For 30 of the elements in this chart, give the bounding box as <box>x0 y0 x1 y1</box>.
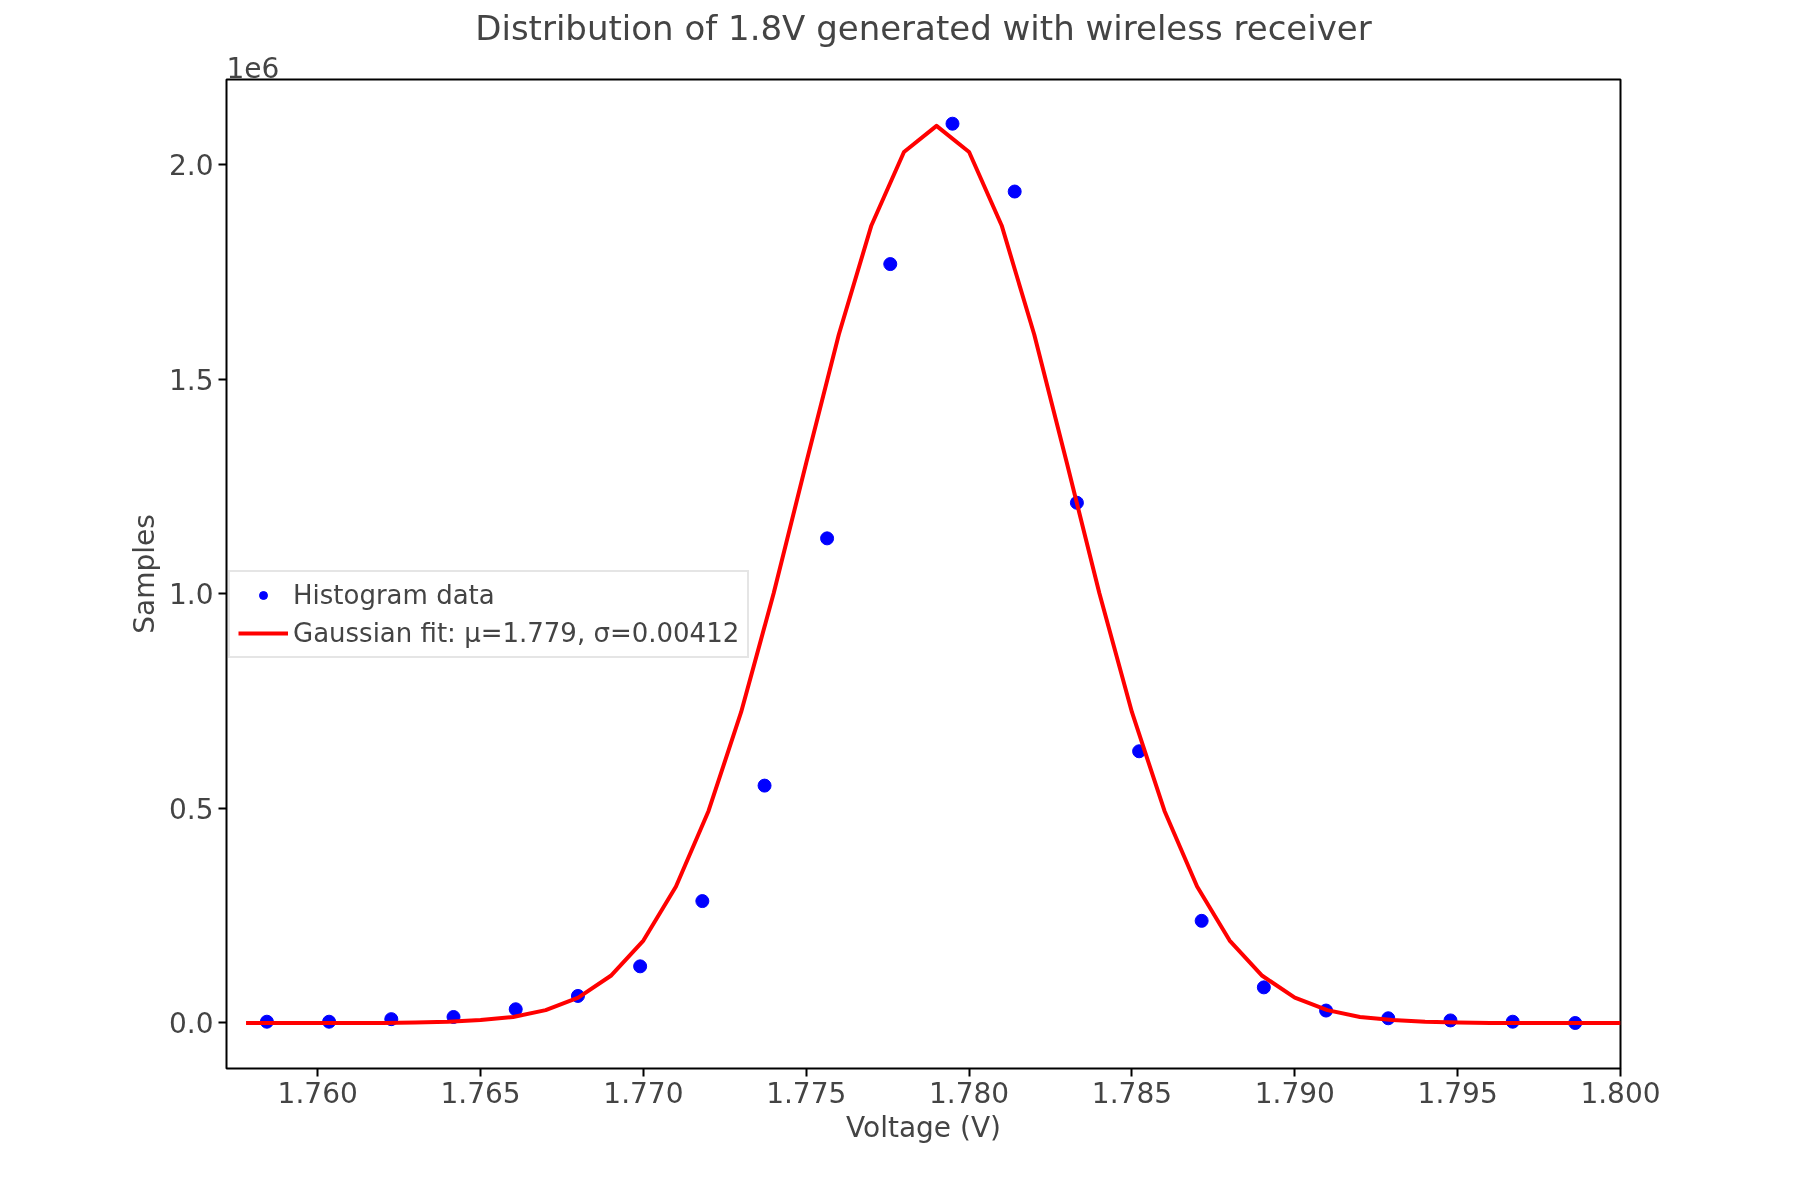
x-axis-title: Voltage (V) <box>846 1110 1001 1144</box>
point <box>883 257 898 272</box>
y-tick-label: 1.5 <box>168 363 214 397</box>
annotation: 1e6 <box>226 51 280 85</box>
point <box>820 531 835 546</box>
x-tick-label: 1.780 <box>929 1076 1010 1110</box>
legend-label: Gaussian fit: μ=1.779, σ=0.00412 <box>293 618 740 648</box>
y-tick-label: 2.0 <box>168 148 214 182</box>
point <box>1256 980 1271 995</box>
x-tick-label: 1.760 <box>277 1076 358 1110</box>
y-tick-label: 0.0 <box>168 1007 214 1041</box>
point <box>695 894 710 909</box>
point <box>945 116 960 131</box>
x-tick-label: 1.785 <box>1091 1076 1173 1110</box>
x-tick-label: 1.765 <box>440 1076 521 1110</box>
y-tick-label: 0.5 <box>168 792 214 826</box>
point <box>1007 184 1022 199</box>
x-tick-label: 1.800 <box>1580 1076 1661 1110</box>
point <box>508 1002 523 1017</box>
point <box>633 959 648 974</box>
x-tick-label: 1.770 <box>603 1076 684 1110</box>
point <box>757 778 772 793</box>
y-axis-title: Samples <box>127 514 161 634</box>
x-tick-label: 1.790 <box>1254 1076 1335 1110</box>
x-tick-label: 1.775 <box>766 1076 847 1110</box>
point <box>1194 913 1209 928</box>
x-tick-label: 1.795 <box>1417 1076 1498 1110</box>
y-tick-label: 1.0 <box>168 578 214 612</box>
legend-label: Histogram data <box>293 580 495 610</box>
chart-title: Distribution of 1.8V generated with wireless receiver <box>475 7 1372 48</box>
